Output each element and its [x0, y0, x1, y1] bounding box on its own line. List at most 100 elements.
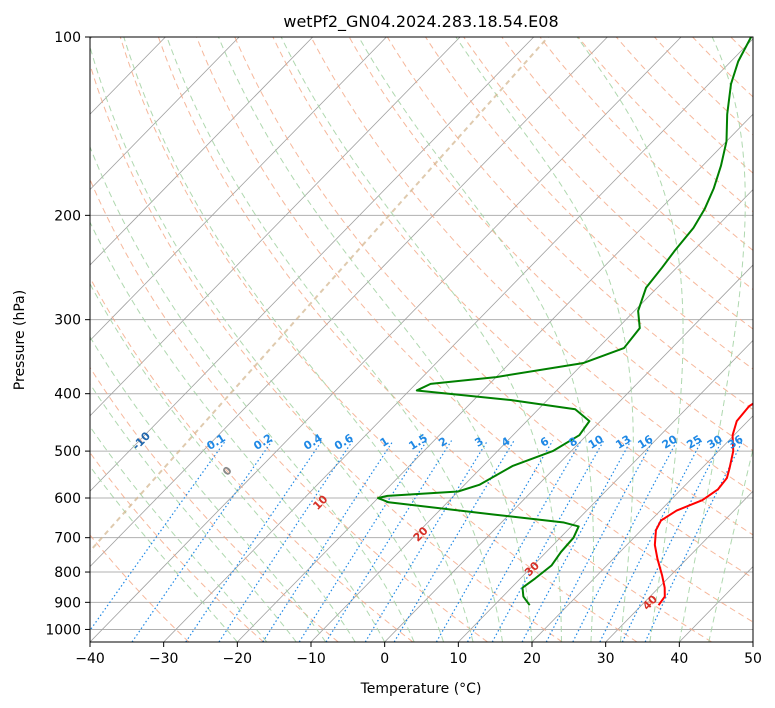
- mixing-ratio-line: [325, 440, 453, 642]
- dry-adiabat-line: [90, 276, 414, 642]
- mixing-ratio-line: [621, 440, 723, 642]
- dry-adiabat-line: [654, 37, 753, 136]
- y-tick-label: 800: [54, 565, 81, 581]
- mixing-ratio-label: 6: [538, 434, 552, 449]
- dry-adiabat-line: [769, 37, 775, 642]
- chart-title: wetPf2_GN04.2024.283.18.54.E08: [283, 12, 558, 32]
- dry-adiabat-line: [234, 37, 753, 579]
- dry-adiabat-line: [310, 37, 753, 494]
- y-tick-label: 400: [54, 387, 81, 403]
- mixing-ratio-label: 16: [635, 432, 655, 451]
- moist-adiabat-line: [455, 37, 634, 642]
- y-tick-label: 300: [54, 313, 81, 329]
- moist-adiabat-line: [708, 446, 753, 642]
- x-axis-title: Temperature (°C): [360, 681, 482, 697]
- mixing-ratio-line: [131, 440, 273, 642]
- isotherm-line: [90, 37, 682, 642]
- dry-adiabat-line: [90, 451, 264, 642]
- axis-ticks: −40 −30 −20 −10 0 10 20 30 40 5010020030040050060…: [45, 30, 762, 667]
- isotherm-line: [90, 37, 314, 266]
- mixing-ratio-label: 25: [684, 433, 704, 452]
- isotherm-line: [90, 37, 387, 341]
- y-tick-label: 100: [54, 30, 81, 46]
- x-tick-label: 50: [744, 651, 762, 667]
- mixing-ratio-label: 0.6: [332, 431, 356, 453]
- moist-adiabat-line: [576, 37, 684, 642]
- moist-adiabat-line: [280, 37, 562, 642]
- mixing-ratio-line: [491, 440, 605, 642]
- isotherm-line: [605, 490, 753, 642]
- moist-adiabat-line: [90, 383, 297, 642]
- moist-adiabat-line: [90, 335, 327, 642]
- x-tick-label: 0: [380, 651, 389, 667]
- dry-adiabat-label: 10: [310, 492, 330, 512]
- mixing-ratio-line: [572, 440, 678, 642]
- mixing-ratio-line: [393, 440, 515, 642]
- isotherm-line: [458, 339, 753, 642]
- isotherm-line: [310, 189, 753, 642]
- isotherm-line: [90, 37, 240, 191]
- dry-adiabat-line: [463, 37, 753, 330]
- moist-adiabat-line: [358, 37, 595, 642]
- moist-adiabat-line: [90, 45, 445, 642]
- mixing-ratio-label: 30: [705, 432, 725, 451]
- mixing-ratio-label: 20: [660, 432, 680, 451]
- isotherm-line: [531, 415, 753, 642]
- dry-adiabat-label: 40: [640, 592, 660, 612]
- y-tick-label: 500: [54, 444, 81, 460]
- x-tick-label: −10: [296, 651, 326, 667]
- moist-adiabat-line: [166, 37, 504, 642]
- moist-adiabat-line: [90, 145, 415, 642]
- dry-adiabat-line: [501, 37, 753, 291]
- y-tick-label: 1000: [45, 622, 81, 638]
- dry-adiabat-line: [119, 37, 638, 642]
- dewpoint-profile: [377, 37, 752, 606]
- isotherm-line: [90, 37, 461, 417]
- dry-adiabat-line: [90, 178, 488, 642]
- moist-adiabat-line: [678, 37, 746, 642]
- mixing-ratio-line: [466, 440, 582, 642]
- isotherm-line: [90, 37, 608, 568]
- dry-adiabat-line: [615, 37, 753, 174]
- mixing-ratio-line: [599, 440, 703, 642]
- mixing-ratio-line: [298, 440, 428, 642]
- isotherm-line: [90, 37, 535, 492]
- isotherm-line: [237, 113, 753, 642]
- dry-adiabat-line: [90, 62, 563, 642]
- isotherm-line: [163, 38, 753, 642]
- dry-adiabat-line: [272, 37, 753, 536]
- dry-adiabat-line: [692, 37, 753, 98]
- dry-adiabat-line: [577, 37, 753, 213]
- dry-adiabat-label: 20: [411, 524, 431, 544]
- mixing-ratio-line: [185, 440, 323, 642]
- moist-adiabat-line: [218, 37, 533, 642]
- plot-frame: [89, 36, 754, 643]
- y-tick-label: 700: [54, 531, 81, 547]
- x-tick-label: −20: [223, 651, 253, 667]
- isotherm-line: [752, 641, 753, 642]
- x-tick-label: 40: [670, 651, 688, 667]
- mixing-ratio-line: [218, 440, 354, 642]
- dry-adiabat-line: [425, 37, 753, 370]
- dry-adiabat-label: 0: [220, 464, 235, 479]
- mixing-ratio-line: [262, 440, 394, 642]
- dry-adiabat-line: [90, 366, 339, 642]
- isotherm-line: [384, 264, 753, 642]
- moist-adiabat-line: [90, 221, 386, 642]
- moist-adiabat-line: [90, 465, 238, 642]
- dry-adiabat-line: [90, 534, 190, 642]
- mixing-ratio-line: [364, 440, 489, 642]
- dry-adiabat-line: [157, 37, 712, 642]
- reference-curve: [90, 37, 549, 553]
- x-tick-label: −40: [75, 651, 105, 667]
- x-tick-label: 20: [523, 651, 541, 667]
- x-tick-label: 30: [597, 651, 615, 667]
- dry-adiabat-line: [386, 37, 753, 411]
- moist-adiabat-line: [90, 282, 356, 642]
- plot-area: 0.10.20.40.611.52346810131620253036-100-…: [90, 37, 775, 642]
- moist-adiabat-line: [90, 425, 268, 642]
- dry-adiabat-label: -10: [130, 429, 153, 452]
- y-axis-title: Pressure (hPa): [12, 290, 28, 390]
- x-tick-label: 10: [449, 651, 467, 667]
